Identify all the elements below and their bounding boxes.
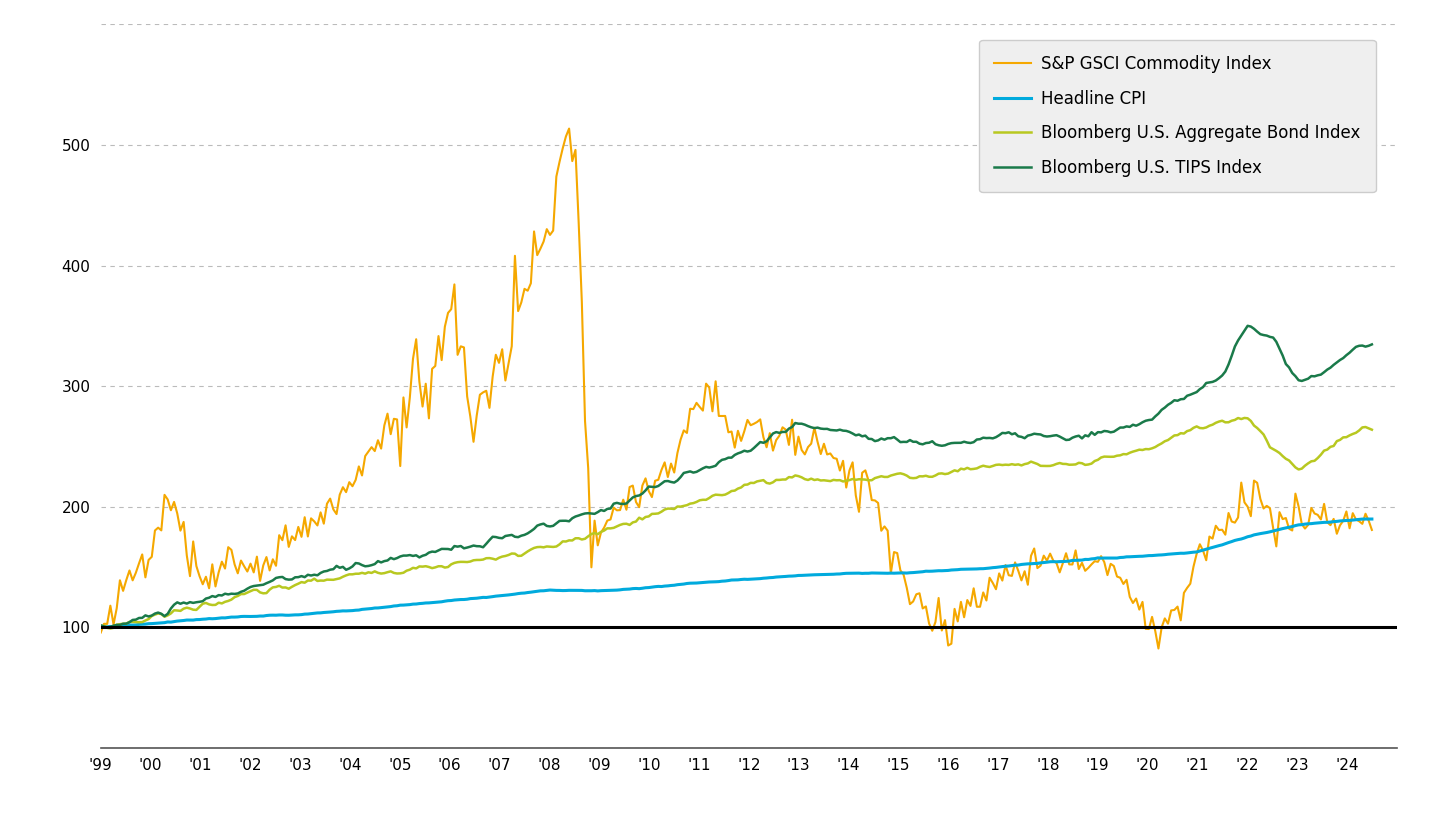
Bloomberg U.S. Aggregate Bond Index	[102, 624, 120, 633]
S&P GSCI Commodity Index	[92, 628, 109, 637]
Bloomberg U.S. TIPS Index	[599, 504, 616, 514]
Bloomberg U.S. Aggregate Bond Index	[1364, 425, 1381, 435]
Bloomberg U.S. Aggregate Bond Index	[1012, 460, 1030, 470]
Headline CPI	[1017, 559, 1034, 569]
S&P GSCI Commodity Index	[894, 570, 912, 580]
Bloomberg U.S. TIPS Index	[248, 580, 265, 590]
Line: S&P GSCI Commodity Index: S&P GSCI Commodity Index	[101, 128, 1372, 649]
Bloomberg U.S. TIPS Index	[1238, 321, 1256, 331]
Bloomberg U.S. TIPS Index	[894, 437, 912, 446]
Headline CPI	[596, 585, 613, 595]
Headline CPI	[245, 611, 262, 621]
S&P GSCI Commodity Index	[1012, 576, 1030, 585]
S&P GSCI Commodity Index	[1149, 644, 1166, 654]
S&P GSCI Commodity Index	[507, 251, 524, 261]
Bloomberg U.S. Aggregate Bond Index	[1236, 413, 1253, 423]
Headline CPI	[1009, 560, 1027, 570]
Bloomberg U.S. Aggregate Bond Index	[1020, 459, 1037, 468]
S&P GSCI Commodity Index	[245, 567, 262, 577]
Headline CPI	[891, 568, 909, 578]
Line: Headline CPI: Headline CPI	[101, 519, 1372, 628]
Line: Bloomberg U.S. Aggregate Bond Index: Bloomberg U.S. Aggregate Bond Index	[101, 418, 1372, 628]
Bloomberg U.S. Aggregate Bond Index	[599, 524, 616, 533]
Bloomberg U.S. TIPS Index	[1364, 340, 1381, 350]
Line: Bloomberg U.S. TIPS Index: Bloomberg U.S. TIPS Index	[101, 326, 1372, 628]
S&P GSCI Commodity Index	[599, 515, 616, 525]
Headline CPI	[1364, 514, 1381, 524]
Bloomberg U.S. TIPS Index	[1020, 431, 1037, 441]
Headline CPI	[92, 623, 109, 633]
S&P GSCI Commodity Index	[1020, 580, 1037, 589]
S&P GSCI Commodity Index	[560, 124, 577, 133]
Bloomberg U.S. TIPS Index	[1012, 432, 1030, 441]
Bloomberg U.S. TIPS Index	[510, 533, 527, 542]
Bloomberg U.S. Aggregate Bond Index	[510, 551, 527, 561]
Bloomberg U.S. TIPS Index	[92, 620, 109, 630]
Legend: S&P GSCI Commodity Index, Headline CPI, Bloomberg U.S. Aggregate Bond Index, Blo: S&P GSCI Commodity Index, Headline CPI, …	[979, 40, 1375, 192]
Headline CPI	[507, 589, 524, 599]
Bloomberg U.S. Aggregate Bond Index	[894, 469, 912, 479]
Bloomberg U.S. TIPS Index	[98, 623, 115, 633]
Bloomberg U.S. Aggregate Bond Index	[92, 622, 109, 632]
S&P GSCI Commodity Index	[1364, 525, 1381, 535]
Bloomberg U.S. Aggregate Bond Index	[248, 585, 265, 595]
